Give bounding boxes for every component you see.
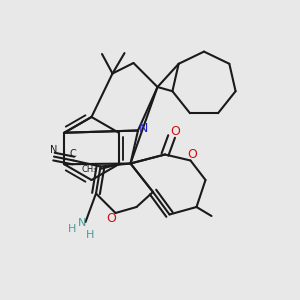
Text: H: H — [68, 224, 76, 235]
Text: N: N — [78, 218, 86, 229]
Text: CH₃: CH₃ — [81, 165, 97, 174]
Text: O: O — [187, 148, 197, 161]
Text: N: N — [50, 145, 57, 155]
Text: O: O — [106, 212, 116, 225]
Text: C: C — [70, 149, 76, 159]
Text: H: H — [86, 230, 94, 240]
Text: N: N — [139, 122, 148, 136]
Text: O: O — [170, 125, 180, 139]
